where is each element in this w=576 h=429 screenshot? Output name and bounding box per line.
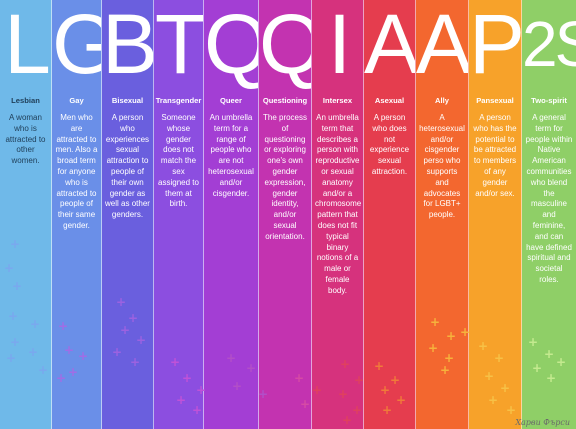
term-title: Transgender: [155, 96, 202, 105]
term-definition: The process of questioning or exploring …: [262, 113, 308, 241]
term-column-gay: G Gay Men who are attracted to men. Also a…: [52, 0, 102, 429]
term-definition: A woman who is attracted to other women.: [5, 113, 46, 166]
column-letter: Q: [259, 2, 311, 86]
term-definition: A person who has the potential to be att…: [473, 113, 517, 198]
term-column-bisexual: B Bisexual A person who experiences sexual…: [102, 0, 154, 429]
column-letter: B: [102, 0, 154, 91]
term-definition: A heterosexual and/or cisgender perso wh…: [419, 113, 465, 220]
term-title: Asexual: [374, 96, 405, 105]
term-column-transgender: T Transgender Someone whose gender does no…: [154, 0, 204, 429]
column-letter: A: [416, 0, 469, 91]
term-definition: A person who does not experience sexual …: [369, 113, 410, 176]
column-letter: G: [52, 2, 101, 86]
term-title: Bisexual: [111, 96, 144, 105]
term-column-pansexual: P Pansexual A person who has the potential…: [469, 0, 522, 429]
term-column-queer: Q Queer An umbrella term for a range of pe…: [204, 0, 259, 429]
term-title: Two-spirit: [531, 96, 567, 105]
term-title: Lesbian: [11, 96, 40, 105]
term-title: Queer: [220, 96, 242, 105]
term-column-two-spirit: 2S Two-spirit A general term for people wi…: [522, 0, 576, 429]
term-definition: An umbrella term for a range of people w…: [208, 113, 254, 198]
column-letter: T: [154, 0, 203, 91]
term-column-lesbian: L Lesbian A woman who is attracted to othe…: [0, 0, 52, 429]
column-letter: Q: [204, 2, 258, 86]
column-letter: L: [4, 0, 51, 91]
term-definition: A person who experiences sexual attracti…: [105, 113, 150, 220]
term-column-questioning: Q Questioning The process of questioning o…: [259, 0, 312, 429]
column-letter: P: [469, 0, 522, 91]
column-letter: 2S: [522, 8, 576, 80]
term-title: Ally: [435, 96, 449, 105]
term-definition: A general term for people within Native …: [525, 113, 573, 284]
term-definition: Men who are attracted to men. Also a bro…: [55, 113, 98, 230]
term-column-intersex: I Intersex An umbrella term that describes…: [312, 0, 364, 429]
term-title: Questioning: [262, 96, 308, 105]
column-letter: I: [327, 0, 351, 91]
term-definition: Someone whose gender does not match the …: [158, 113, 199, 209]
term-column-ally: A Ally A heterosexual and/or cisgender per…: [416, 0, 469, 429]
credit-signature: Харви Фърси: [515, 418, 570, 427]
term-title: Gay: [69, 96, 84, 105]
column-letter: A: [364, 0, 416, 91]
term-title: Intersex: [322, 96, 353, 105]
term-definition: An umbrella term that describes a person…: [315, 113, 362, 295]
term-column-asexual: A Asexual A person who does not experience…: [364, 0, 416, 429]
term-title: Pansexual: [476, 96, 514, 105]
